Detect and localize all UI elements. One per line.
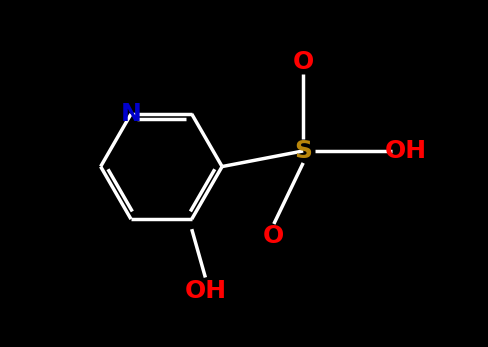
Text: O: O	[263, 224, 284, 248]
Text: OH: OH	[184, 279, 226, 304]
Text: O: O	[292, 50, 313, 75]
Text: N: N	[121, 102, 141, 126]
Text: S: S	[294, 139, 311, 163]
Text: OH: OH	[384, 139, 426, 163]
